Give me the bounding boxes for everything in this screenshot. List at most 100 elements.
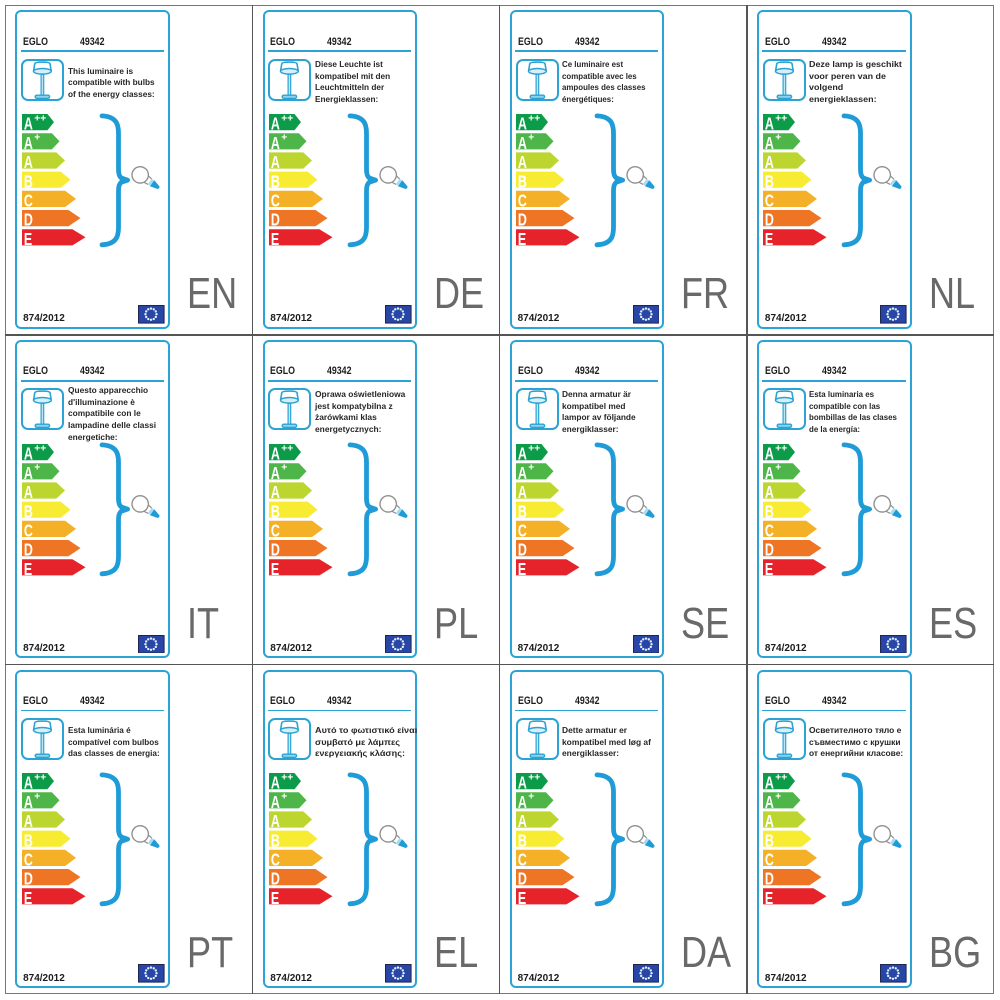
svg-text:++: ++ (34, 114, 46, 125)
svg-text:+: + (281, 462, 287, 473)
svg-text:A: A (518, 812, 527, 832)
svg-text:A: A (765, 464, 774, 484)
svg-text:B: B (271, 832, 280, 852)
svg-text:E: E (24, 230, 32, 246)
svg-text:A: A (24, 444, 33, 464)
svg-text:B: B (24, 172, 33, 192)
svg-text:D: D (518, 870, 527, 890)
svg-text:D: D (765, 540, 774, 560)
svg-text:A: A (765, 483, 774, 503)
svg-text:+: + (776, 462, 782, 473)
svg-text:D: D (24, 870, 33, 890)
svg-text:A: A (765, 134, 774, 154)
svg-text:+: + (34, 462, 40, 473)
svg-text:A: A (24, 793, 33, 813)
svg-text:++: ++ (528, 444, 540, 455)
svg-text:++: ++ (776, 773, 788, 784)
svg-text:A: A (24, 774, 33, 794)
svg-text:B: B (765, 502, 774, 522)
svg-text:C: C (24, 851, 33, 871)
svg-text:A: A (24, 153, 33, 173)
svg-text:A: A (765, 812, 774, 832)
svg-text:B: B (518, 502, 527, 522)
svg-text:E: E (518, 889, 526, 905)
svg-text:D: D (518, 211, 527, 231)
svg-text:E: E (518, 230, 526, 246)
svg-text:A: A (24, 464, 33, 484)
svg-text:+: + (776, 792, 782, 803)
svg-text:B: B (24, 832, 33, 852)
svg-text:++: ++ (528, 114, 540, 125)
svg-text:E: E (24, 889, 32, 905)
svg-text:E: E (518, 560, 526, 576)
svg-text:A: A (518, 153, 527, 173)
svg-text:C: C (271, 192, 280, 212)
svg-text:B: B (271, 172, 280, 192)
svg-text:C: C (271, 851, 280, 871)
svg-text:A: A (271, 483, 280, 503)
svg-text:+: + (528, 792, 534, 803)
svg-text:E: E (765, 560, 773, 576)
svg-text:A: A (271, 464, 280, 484)
svg-text:A: A (271, 812, 280, 832)
svg-text:+: + (776, 133, 782, 144)
svg-text:A: A (271, 444, 280, 464)
svg-text:C: C (765, 192, 774, 212)
svg-text:++: ++ (34, 773, 46, 784)
svg-text:+: + (528, 133, 534, 144)
svg-text:C: C (24, 192, 33, 212)
svg-text:A: A (518, 115, 527, 135)
svg-text:A: A (518, 483, 527, 503)
svg-text:++: ++ (281, 114, 293, 125)
svg-text:A: A (765, 774, 774, 794)
svg-text:E: E (765, 230, 773, 246)
svg-text:B: B (271, 502, 280, 522)
svg-text:D: D (765, 870, 774, 890)
svg-text:A: A (518, 793, 527, 813)
svg-text:++: ++ (34, 444, 46, 455)
svg-text:B: B (24, 502, 33, 522)
svg-text:B: B (518, 172, 527, 192)
svg-text:A: A (271, 774, 280, 794)
svg-text:E: E (24, 560, 32, 576)
svg-text:C: C (518, 192, 527, 212)
svg-text:B: B (765, 172, 774, 192)
svg-text:B: B (765, 832, 774, 852)
svg-text:B: B (518, 832, 527, 852)
svg-text:+: + (34, 792, 40, 803)
svg-text:A: A (765, 153, 774, 173)
svg-text:C: C (518, 851, 527, 871)
svg-text:D: D (24, 540, 33, 560)
svg-text:A: A (518, 464, 527, 484)
svg-text:A: A (518, 444, 527, 464)
svg-text:E: E (271, 230, 279, 246)
svg-text:++: ++ (776, 114, 788, 125)
svg-text:A: A (271, 153, 280, 173)
svg-text:+: + (528, 462, 534, 473)
svg-text:++: ++ (281, 444, 293, 455)
svg-text:++: ++ (776, 444, 788, 455)
svg-text:A: A (271, 134, 280, 154)
svg-text:A: A (765, 444, 774, 464)
svg-text:A: A (271, 115, 280, 135)
svg-text:A: A (24, 115, 33, 135)
svg-text:A: A (518, 774, 527, 794)
svg-text:A: A (24, 812, 33, 832)
svg-text:++: ++ (528, 773, 540, 784)
svg-text:+: + (34, 133, 40, 144)
svg-text:A: A (24, 134, 33, 154)
svg-text:+: + (281, 792, 287, 803)
svg-text:D: D (518, 540, 527, 560)
svg-text:E: E (271, 560, 279, 576)
svg-text:A: A (271, 793, 280, 813)
svg-text:D: D (271, 870, 280, 890)
svg-text:C: C (518, 521, 527, 541)
svg-text:C: C (271, 521, 280, 541)
svg-text:C: C (765, 521, 774, 541)
svg-text:A: A (518, 134, 527, 154)
svg-text:A: A (765, 115, 774, 135)
svg-text:D: D (271, 211, 280, 231)
svg-text:C: C (24, 521, 33, 541)
svg-text:+: + (281, 133, 287, 144)
svg-text:++: ++ (281, 773, 293, 784)
